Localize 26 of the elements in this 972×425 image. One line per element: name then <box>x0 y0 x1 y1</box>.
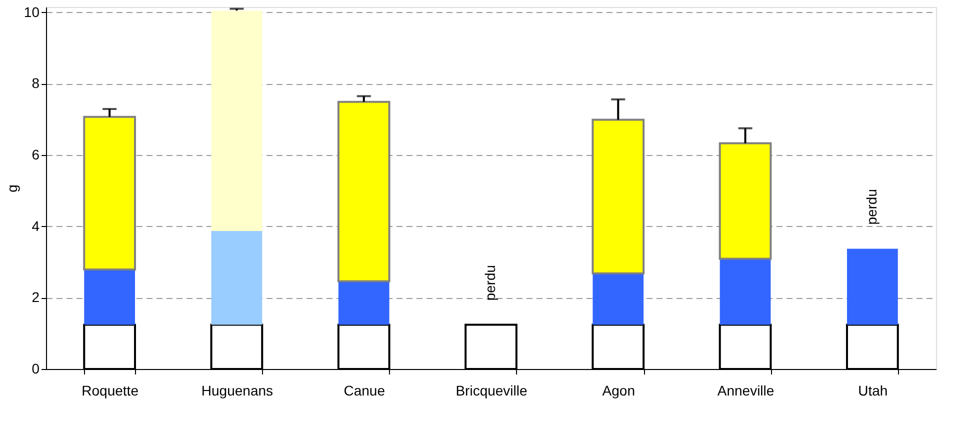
x-tick-label: Utah <box>858 382 888 398</box>
x-tick-label: Agon <box>602 382 635 398</box>
bar <box>84 269 135 325</box>
x-tick-label: Roquette <box>82 382 139 398</box>
y-axis-title: g <box>4 184 20 192</box>
y-tick-label: 10 <box>24 4 40 20</box>
annotation: perdu <box>482 264 498 301</box>
x-tick-label: Bricqueville <box>456 382 528 398</box>
bar <box>338 281 390 325</box>
y-tick-label: 0 <box>32 360 40 376</box>
bar <box>592 273 644 325</box>
bar <box>592 118 645 274</box>
y-tick-label: 6 <box>32 146 40 163</box>
x-tick-label: Anneville <box>717 382 774 398</box>
bar <box>847 248 898 325</box>
x-tick-label: Canue <box>344 382 386 398</box>
y-tick-label: 2 <box>32 289 40 306</box>
bar <box>83 116 136 270</box>
annotation: perdu <box>863 188 880 225</box>
y-tick-label: 4 <box>32 218 40 234</box>
x-tick-label: Huguenans <box>201 382 274 398</box>
bar <box>211 230 262 325</box>
y-tick-label: 8 <box>32 75 40 92</box>
bar <box>718 142 772 260</box>
bar <box>337 100 390 282</box>
bar <box>720 258 771 325</box>
